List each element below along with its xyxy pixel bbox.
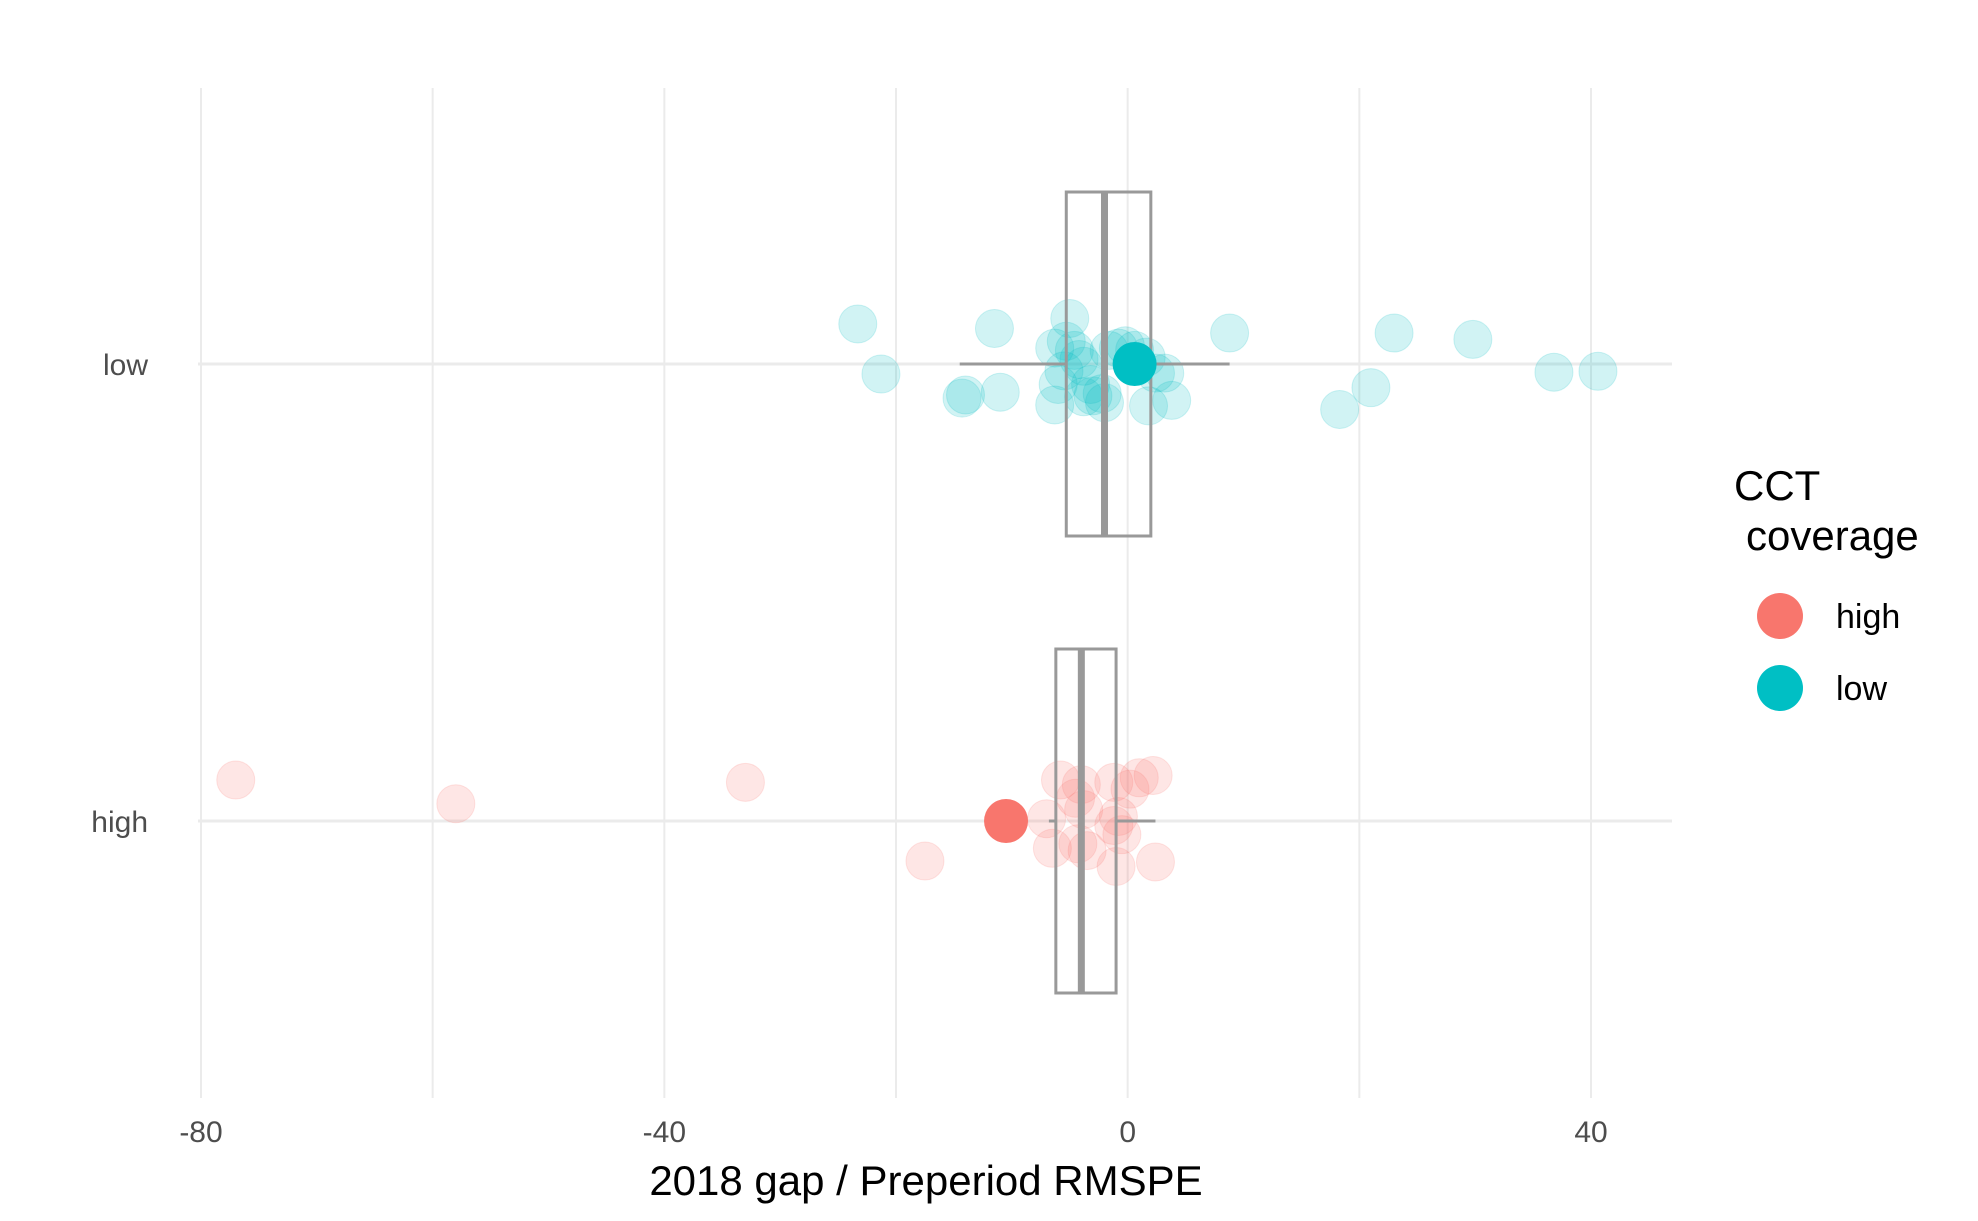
boxplots <box>959 190 1230 995</box>
point-low <box>1059 339 1099 379</box>
point-low <box>1351 368 1391 408</box>
point-high <box>1133 756 1173 795</box>
point-high <box>725 762 765 802</box>
x-tick-label: 40 <box>1574 1116 1607 1149</box>
legend-title-line2: coverage <box>1746 512 1919 559</box>
legend-label-low: low <box>1836 670 1887 708</box>
point-low <box>1578 351 1618 391</box>
point-low <box>1210 313 1250 353</box>
x-axis-title: 2018 gap / Preperiod RMSPE <box>649 1157 1202 1204</box>
point-high <box>436 784 476 824</box>
point-high <box>1094 806 1134 846</box>
mean-points <box>984 342 1157 843</box>
point-high <box>1135 842 1175 882</box>
point-high <box>1032 828 1072 868</box>
y-tick-label-low: low <box>103 349 148 382</box>
x-tick-label: -80 <box>179 1116 222 1149</box>
x-tick-label: -40 <box>643 1116 686 1149</box>
point-high <box>1098 796 1138 836</box>
legend: CCT coverage high low <box>1734 462 1919 711</box>
point-low <box>838 304 878 344</box>
point-low <box>974 309 1014 349</box>
mean-point-high <box>984 799 1029 843</box>
grid <box>198 88 1672 1098</box>
point-low <box>946 375 985 415</box>
point-high <box>1119 758 1159 798</box>
legend-label-high: high <box>1836 598 1900 636</box>
point-low <box>1453 319 1493 359</box>
point-low <box>1129 386 1169 426</box>
point-high <box>905 841 945 881</box>
point-low <box>1152 380 1192 420</box>
point-low <box>1534 352 1574 392</box>
point-low <box>1035 385 1075 425</box>
point-low <box>980 372 1020 412</box>
legend-key-low <box>1757 665 1803 711</box>
legend-key-high <box>1757 593 1803 639</box>
point-low <box>942 378 982 418</box>
legend-title-line1: CCT <box>1734 462 1820 509</box>
point-low <box>861 354 901 394</box>
point-low <box>1035 328 1075 368</box>
point-low <box>1071 364 1111 404</box>
point-low <box>1320 390 1360 429</box>
y-tick-label-high: high <box>91 806 148 839</box>
point-high <box>1110 769 1150 809</box>
point-low <box>1050 299 1090 338</box>
point-high <box>1102 815 1142 855</box>
x-tick-label: 0 <box>1119 1116 1136 1149</box>
point-high <box>1067 831 1107 871</box>
point-low <box>1044 351 1084 391</box>
point-high <box>1094 762 1134 802</box>
tick-labels: -80 -40 0 40 low high <box>91 349 1607 1149</box>
data-points <box>216 299 1618 886</box>
point-high <box>216 760 256 800</box>
point-low <box>1374 313 1414 353</box>
mean-point-low <box>1112 342 1157 386</box>
box-high <box>1054 647 1118 995</box>
